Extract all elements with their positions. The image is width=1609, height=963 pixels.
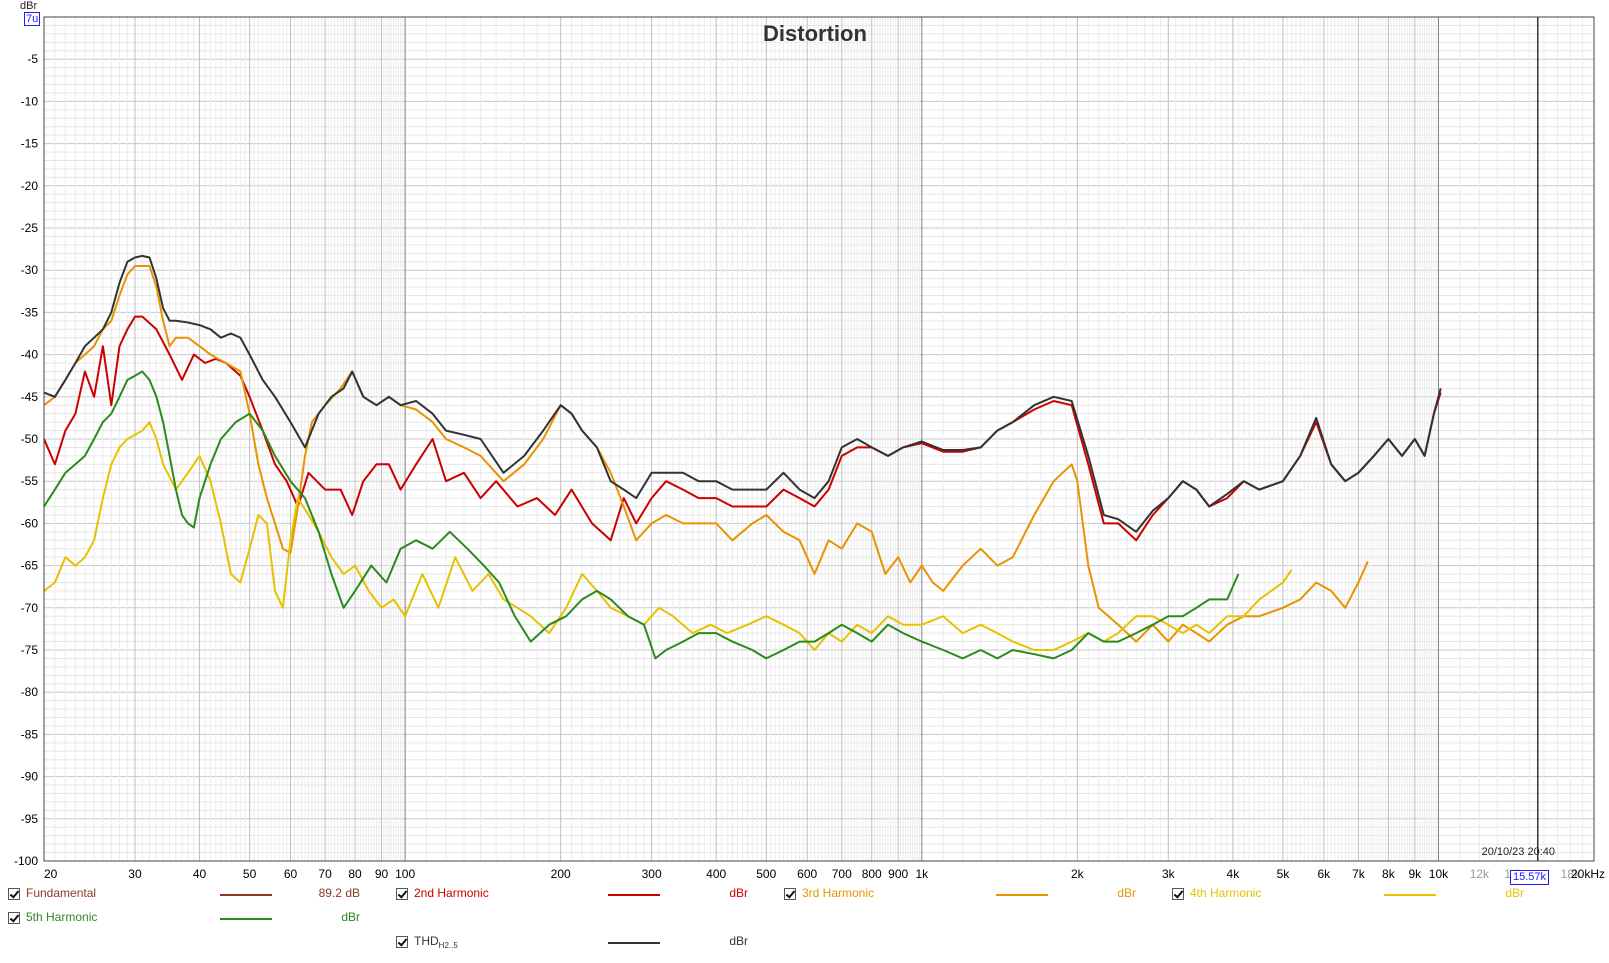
x-tick-label: 600 <box>797 867 817 881</box>
x-tick-label: 2k <box>1071 867 1085 881</box>
x-tick-label: 300 <box>642 867 662 881</box>
y-tick-label: -30 <box>21 263 39 277</box>
y-tick-label: -25 <box>21 221 39 235</box>
chart-title: Distortion <box>763 21 867 46</box>
y-tick-label: -60 <box>21 516 39 530</box>
x-tick-label: 60 <box>284 867 298 881</box>
legend-label-2nd-harmonic: 2nd Harmonic <box>414 886 489 900</box>
y-tick-label: -95 <box>21 812 39 826</box>
y-tick-label: -40 <box>21 348 39 362</box>
y-tick-label: -10 <box>21 94 39 108</box>
y-tick-label: -70 <box>21 601 39 615</box>
y-tick-label: -75 <box>21 643 39 657</box>
x-tick-label: 90 <box>375 867 389 881</box>
x-tick-label: 18k <box>1561 867 1581 881</box>
x-tick-label: 9k <box>1408 867 1422 881</box>
legend-swatch-2nd-harmonic <box>608 894 660 896</box>
legend-swatch-3rd-harmonic <box>996 894 1048 896</box>
x-tick-label: 4k <box>1227 867 1241 881</box>
y-top-value-box[interactable]: 7u <box>24 12 41 26</box>
x-tick-label: 3k <box>1162 867 1176 881</box>
axes: -5 -10 -15 -20 -25 -30 -35 -40 -45 -50 -55 -60 -65 -7… <box>14 16 1605 881</box>
x-tick-label: 70 <box>318 867 332 881</box>
checkbox-thd[interactable] <box>396 936 408 948</box>
x-tick-label: 20kHz <box>1571 867 1605 881</box>
x-tick-label: 500 <box>756 867 776 881</box>
y-tick-label: -100 <box>14 854 38 868</box>
checkbox-3rd-harmonic[interactable] <box>784 888 796 900</box>
y-tick-label: -90 <box>21 770 39 784</box>
legend-swatch-5th-harmonic <box>220 918 272 920</box>
checkbox-4th-harmonic[interactable] <box>1172 888 1184 900</box>
checkbox-5th-harmonic[interactable] <box>8 912 20 924</box>
y-tick-label: -45 <box>21 390 39 404</box>
legend-value-3rd-harmonic: dBr <box>1117 886 1136 900</box>
x-tick-label: 30 <box>128 867 142 881</box>
x-tick-label: 40 <box>193 867 207 881</box>
x-tick-label: 200 <box>551 867 571 881</box>
thd-subscript: H2..5 <box>438 941 458 950</box>
legend-label-thd: THDH2..5 <box>414 934 458 950</box>
plot-frame <box>43 16 1595 862</box>
x-tick-label: 400 <box>706 867 726 881</box>
legend-value-fundamental: 89.2 dB <box>318 886 360 900</box>
legend-value-4th-harmonic: dBr <box>1505 886 1524 900</box>
legend-label-4th-harmonic: 4th Harmonic <box>1190 886 1262 900</box>
legend-swatch-thd <box>608 942 660 944</box>
y-tick-label: -20 <box>21 179 39 193</box>
legend-label-3rd-harmonic: 3rd Harmonic <box>802 886 875 900</box>
x-tick-label: 8k <box>1382 867 1396 881</box>
series-line-thd <box>43 254 1442 533</box>
thd-label: THD <box>414 934 439 948</box>
x-tick-label: 10k <box>1429 867 1449 881</box>
grid <box>43 16 1595 862</box>
series-line-4th-harmonic <box>43 421 1293 651</box>
x-tick-label: 700 <box>832 867 852 881</box>
legend-value-thd: dBr <box>729 934 748 948</box>
x-tick-label: 20 <box>44 867 58 881</box>
legend-swatch-fundamental <box>220 894 272 896</box>
x-tick-label: 50 <box>243 867 257 881</box>
series-line-3rd-harmonic <box>43 265 1369 643</box>
legend-value-2nd-harmonic: dBr <box>729 886 748 900</box>
y-tick-label: -80 <box>21 685 39 699</box>
series-line-5th-harmonic <box>43 370 1240 660</box>
x-tick-label: 80 <box>348 867 362 881</box>
x-tick-label: 7k <box>1352 867 1366 881</box>
y-tick-label: -5 <box>27 52 38 66</box>
y-unit-label: dBr <box>20 0 38 12</box>
x-tick-label: 5k <box>1277 867 1291 881</box>
checkbox-2nd-harmonic[interactable] <box>396 888 408 900</box>
y-tick-label: -65 <box>21 559 39 573</box>
checkbox-fundamental[interactable] <box>8 888 20 900</box>
y-tick-label: -50 <box>21 432 39 446</box>
legend-label-5th-harmonic: 5th Harmonic <box>26 910 98 924</box>
series-lines <box>43 254 1442 660</box>
legend: Fundamental 89.2 dB 2nd Harmonic dBr 3rd… <box>0 880 1609 963</box>
y-tick-label: -35 <box>21 305 39 319</box>
x-tick-label: 12k <box>1470 867 1490 881</box>
x-tick-label: 100 <box>395 867 415 881</box>
cursor-frequency-box[interactable]: 15.57k <box>1510 870 1550 885</box>
x-tick-label: 900 <box>888 867 908 881</box>
timestamp: 20/10/23 20:40 <box>1481 846 1555 858</box>
x-tick-label: 800 <box>862 867 882 881</box>
y-tick-label: -85 <box>21 727 39 741</box>
y-tick-label: -15 <box>21 137 39 151</box>
legend-value-5th-harmonic: dBr <box>341 910 360 924</box>
legend-label-fundamental: Fundamental <box>26 886 97 900</box>
x-tick-label: 1k <box>915 867 929 881</box>
y-tick-label: -55 <box>21 474 39 488</box>
x-tick-label: 6k <box>1318 867 1332 881</box>
legend-swatch-4th-harmonic <box>1384 894 1436 896</box>
